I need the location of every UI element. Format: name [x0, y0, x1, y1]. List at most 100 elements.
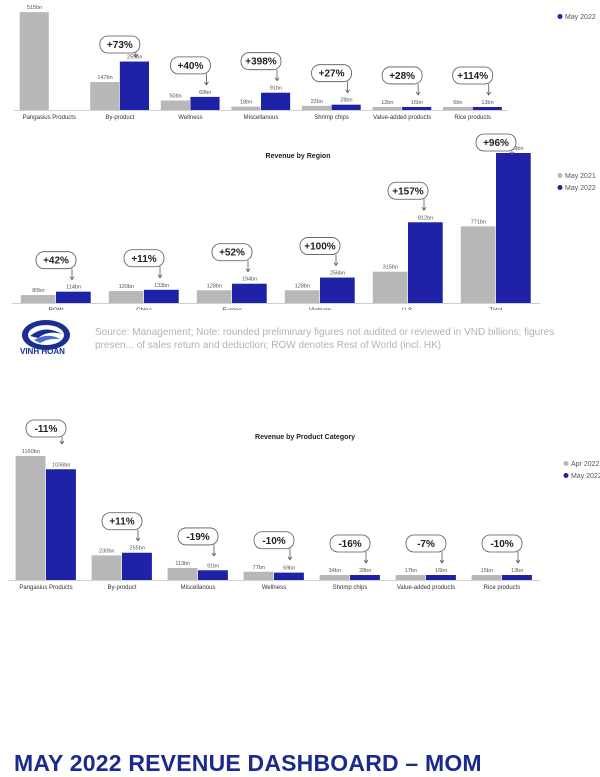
chart-title: Revenue by Region: [266, 153, 331, 160]
growth-bubble: [170, 56, 211, 75]
growth-label: +398%: [245, 57, 277, 68]
legend-marker: [563, 461, 569, 466]
growth-bubble: [99, 35, 141, 54]
bar-value-label: 1160bn: [22, 449, 40, 455]
category-label: Value-added products: [397, 585, 455, 591]
category-label: China: [136, 308, 152, 310]
legend-marker: [563, 473, 569, 478]
growth-label: +100%: [304, 242, 336, 253]
chart-title: Revenue by Product Category: [255, 434, 355, 441]
bar-current: [320, 277, 355, 303]
category-label: Pangasius Products: [23, 115, 76, 121]
growth-arrowhead: [274, 77, 280, 82]
bar-value-label: 15bn: [481, 568, 493, 574]
growth-bubble: [240, 52, 282, 71]
bar-value-label: 147bn: [97, 75, 112, 81]
growth-bubble: [211, 243, 253, 262]
bar-current: [496, 153, 531, 303]
growth-arrowhead: [135, 537, 141, 542]
growth-arrowhead: [486, 91, 492, 96]
bar-current: [261, 92, 291, 110]
growth-arrowhead: [363, 559, 369, 564]
bar-value-label: 18bn: [240, 100, 252, 106]
dashboard-title: MAY 2022 REVENUE DASHBOARD – MOM: [14, 750, 482, 776]
growth-bubble: [35, 251, 77, 270]
logo-text: VINH HOAN: [20, 347, 65, 356]
legend-marker: [557, 173, 563, 178]
growth-label: +40%: [177, 61, 203, 72]
bar-previous: [372, 271, 408, 303]
product-yoy-chart: May 2022 515bn Pangasius Products 147bn 255b…: [14, 5, 596, 121]
bar-previous: [372, 107, 402, 110]
bar-previous: [19, 12, 49, 110]
category-label: Total: [490, 308, 503, 310]
growth-label: +11%: [131, 254, 156, 265]
bar-value-label: 80bn: [32, 288, 44, 294]
bar-current: [232, 283, 267, 303]
product-mom-chart: Revenue by Product Category Apr 2022 May 2…: [8, 419, 600, 591]
growth-bubble: [299, 237, 341, 255]
bar-value-label: 16bn: [435, 568, 447, 574]
growth-label: -10%: [262, 536, 285, 547]
bar-previous: [284, 290, 320, 303]
growth-label: -10%: [490, 539, 513, 550]
bar-value-label: 114bn: [66, 285, 81, 291]
growth-label: +11%: [109, 517, 134, 528]
bar-value-label: 91bn: [270, 86, 282, 92]
growth-arrowhead: [133, 53, 139, 58]
bar-current: [56, 291, 91, 303]
growth-bubble: [452, 66, 494, 85]
growth-arrowhead: [515, 559, 521, 564]
bar-value-label: 28bn: [359, 568, 371, 574]
legend-label: May 2022: [565, 185, 596, 192]
legend-marker: [557, 14, 563, 19]
growth-bubble: [475, 133, 517, 152]
bar-value-label: 113bn: [175, 561, 190, 567]
category-label: Shrimp chips: [314, 115, 349, 121]
category-label: Pangasius Products: [19, 585, 72, 591]
category-label: Rice products: [454, 115, 491, 121]
bar-previous: [167, 567, 198, 580]
growth-arrowhead: [421, 207, 427, 212]
bar-previous: [90, 82, 120, 110]
source-footnote: Source: Management; Note: rounded prelim…: [95, 327, 555, 351]
growth-arrowhead: [345, 89, 350, 94]
bar-previous: [319, 575, 350, 580]
bar-previous: [301, 105, 332, 110]
growth-bubble: [405, 534, 447, 553]
slide-revenue-mom: MAY 2022 REVENUE DASHBOARD – MOM Revenue…: [0, 372, 600, 776]
bar-current: [408, 222, 443, 303]
growth-arrowhead: [415, 91, 421, 96]
bar-value-label: 515bn: [27, 5, 42, 11]
growth-label: -11%: [35, 424, 58, 435]
slide-revenue-yoy: May 2022 515bn Pangasius Products 147bn 255b…: [0, 0, 600, 372]
bar-value-label: 69bn: [283, 566, 295, 572]
bar-previous: [160, 100, 190, 110]
category-label: Value-added products: [373, 115, 431, 121]
bar-previous: [108, 291, 144, 303]
bar-value-label: 812bn: [418, 215, 433, 221]
category-label: U.S.: [402, 308, 414, 310]
bar-previous: [443, 107, 473, 110]
bar-current: [426, 575, 456, 580]
legend-marker: [557, 185, 563, 190]
bar-value-label: 256bn: [330, 271, 345, 277]
bar-current: [274, 572, 304, 580]
bar-value-label: 6bn: [453, 100, 462, 106]
bar-current: [402, 106, 432, 110]
growth-bubble: [177, 527, 219, 546]
bar-current: [119, 61, 149, 110]
bar-value-label: 91bn: [207, 563, 219, 569]
bar-current: [122, 552, 152, 580]
growth-label: -7%: [417, 539, 435, 550]
growth-arrowhead: [333, 262, 339, 267]
bar-current: [350, 575, 380, 580]
bar-previous: [243, 571, 274, 580]
bar-current: [46, 469, 76, 580]
bar-previous: [460, 226, 496, 303]
bar-value-label: 255bn: [127, 55, 142, 61]
growth-label: +28%: [389, 71, 415, 82]
growth-label: +157%: [392, 186, 424, 197]
bar-current: [502, 575, 532, 580]
growth-label: +114%: [457, 71, 488, 82]
